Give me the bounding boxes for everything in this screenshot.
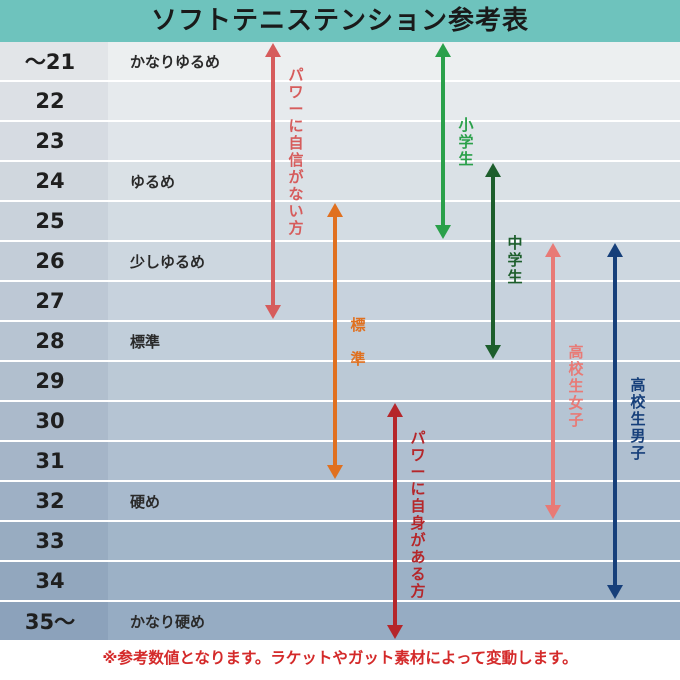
table-row: 28 標準 [0,322,680,360]
table-row: 22 [0,82,680,120]
title-bar [0,0,680,42]
arrow-head-down [545,505,561,519]
table-row: ～21 かなりゆるめ [0,42,680,80]
range-arrow: 小学生 [435,43,474,239]
tension-value-cell [0,362,108,400]
table-row: 34 [0,562,680,600]
tension-value: 26 [35,249,65,273]
arrow-head-up [435,43,451,57]
tension-value-cell [0,522,108,560]
tension-value: 31 [35,449,65,473]
tension-value: 30 [35,409,65,433]
tension-value: 29 [35,369,65,393]
tension-value-cell [0,122,108,160]
table-row: 23 [0,122,680,160]
arrow-head-down [485,345,501,359]
arrow-head-down [435,225,451,239]
tension-value-cell [0,202,108,240]
arrow-head-up [607,243,623,257]
tension-label: 少しゆるめ [130,252,206,271]
tension-label: かなり硬め [130,612,206,631]
tension-value: 25 [35,209,65,233]
arrow-head-up [387,403,403,417]
arrow-head-down [265,305,281,319]
range-arrow: 中学生 [485,163,523,359]
tension-value-cell [0,562,108,600]
tension-value: 35～ [24,610,76,634]
range-arrow: 高校生男子 [607,243,646,599]
table-row: 32 硬め [0,482,680,520]
table-row: 26 少しゆるめ [0,242,680,280]
table-row: 31 [0,442,680,480]
range-arrow: 標準 [327,203,366,479]
table-row: 35～ かなり硬め [0,602,680,640]
arrow-head-up [265,43,281,57]
chart-title: ソフトテニステンション参考表 [150,6,529,36]
tension-label: 硬め [130,492,161,511]
range-label: 小学生 [458,116,473,168]
table-row: 25 [0,202,680,240]
tension-value-cell [0,282,108,320]
arrow-head-up [545,243,561,257]
tension-value-cell [0,602,108,640]
arrow-head-down [607,585,623,599]
tension-value-cell [0,442,108,480]
tension-value: 33 [35,529,65,553]
tension-value: 22 [35,89,65,113]
range-arrow: パワーに自信がない方 [265,43,304,319]
tension-value: 27 [35,289,65,313]
tension-value-cell [0,322,108,360]
range-arrow: パワーに自身がある方 [387,403,426,639]
table-row: 27 [0,282,680,320]
tension-value-cell [0,402,108,440]
arrow-head-down [387,625,403,639]
range-label: 高校生女子 [568,343,584,429]
tension-value-cell [0,42,108,80]
table-row: 30 [0,402,680,440]
table-row: 24 ゆるめ [0,162,680,200]
tension-value-cell [0,82,108,120]
tension-value: 34 [35,569,65,593]
tension-value-cell [0,162,108,200]
tension-value: 28 [35,329,65,353]
tension-value-cell [0,482,108,520]
tension-value-cell [0,242,108,280]
range-arrow: 高校生女子 [545,243,584,519]
table-row: 29 [0,362,680,400]
tension-label: かなりゆるめ [130,52,221,71]
tension-value: 24 [35,169,65,193]
tension-value: 32 [35,489,65,513]
range-label: 標準 [350,316,365,368]
tension-label: 標準 [130,332,161,351]
range-label: パワーに自信がない方 [288,66,304,237]
range-label: パワーに自身がある方 [410,429,426,600]
arrow-head-up [327,203,343,217]
tension-label: ゆるめ [130,172,176,191]
table-row: 33 [0,522,680,560]
arrow-head-up [485,163,501,177]
footnote: ※参考数値となります。ラケットやガット素材によって変動します。 [102,649,578,667]
range-label: 高校生男子 [630,376,646,462]
tension-value: 23 [35,129,65,153]
range-label: 中学生 [507,234,522,286]
arrow-head-down [327,465,343,479]
tension-value: ～21 [24,50,76,74]
